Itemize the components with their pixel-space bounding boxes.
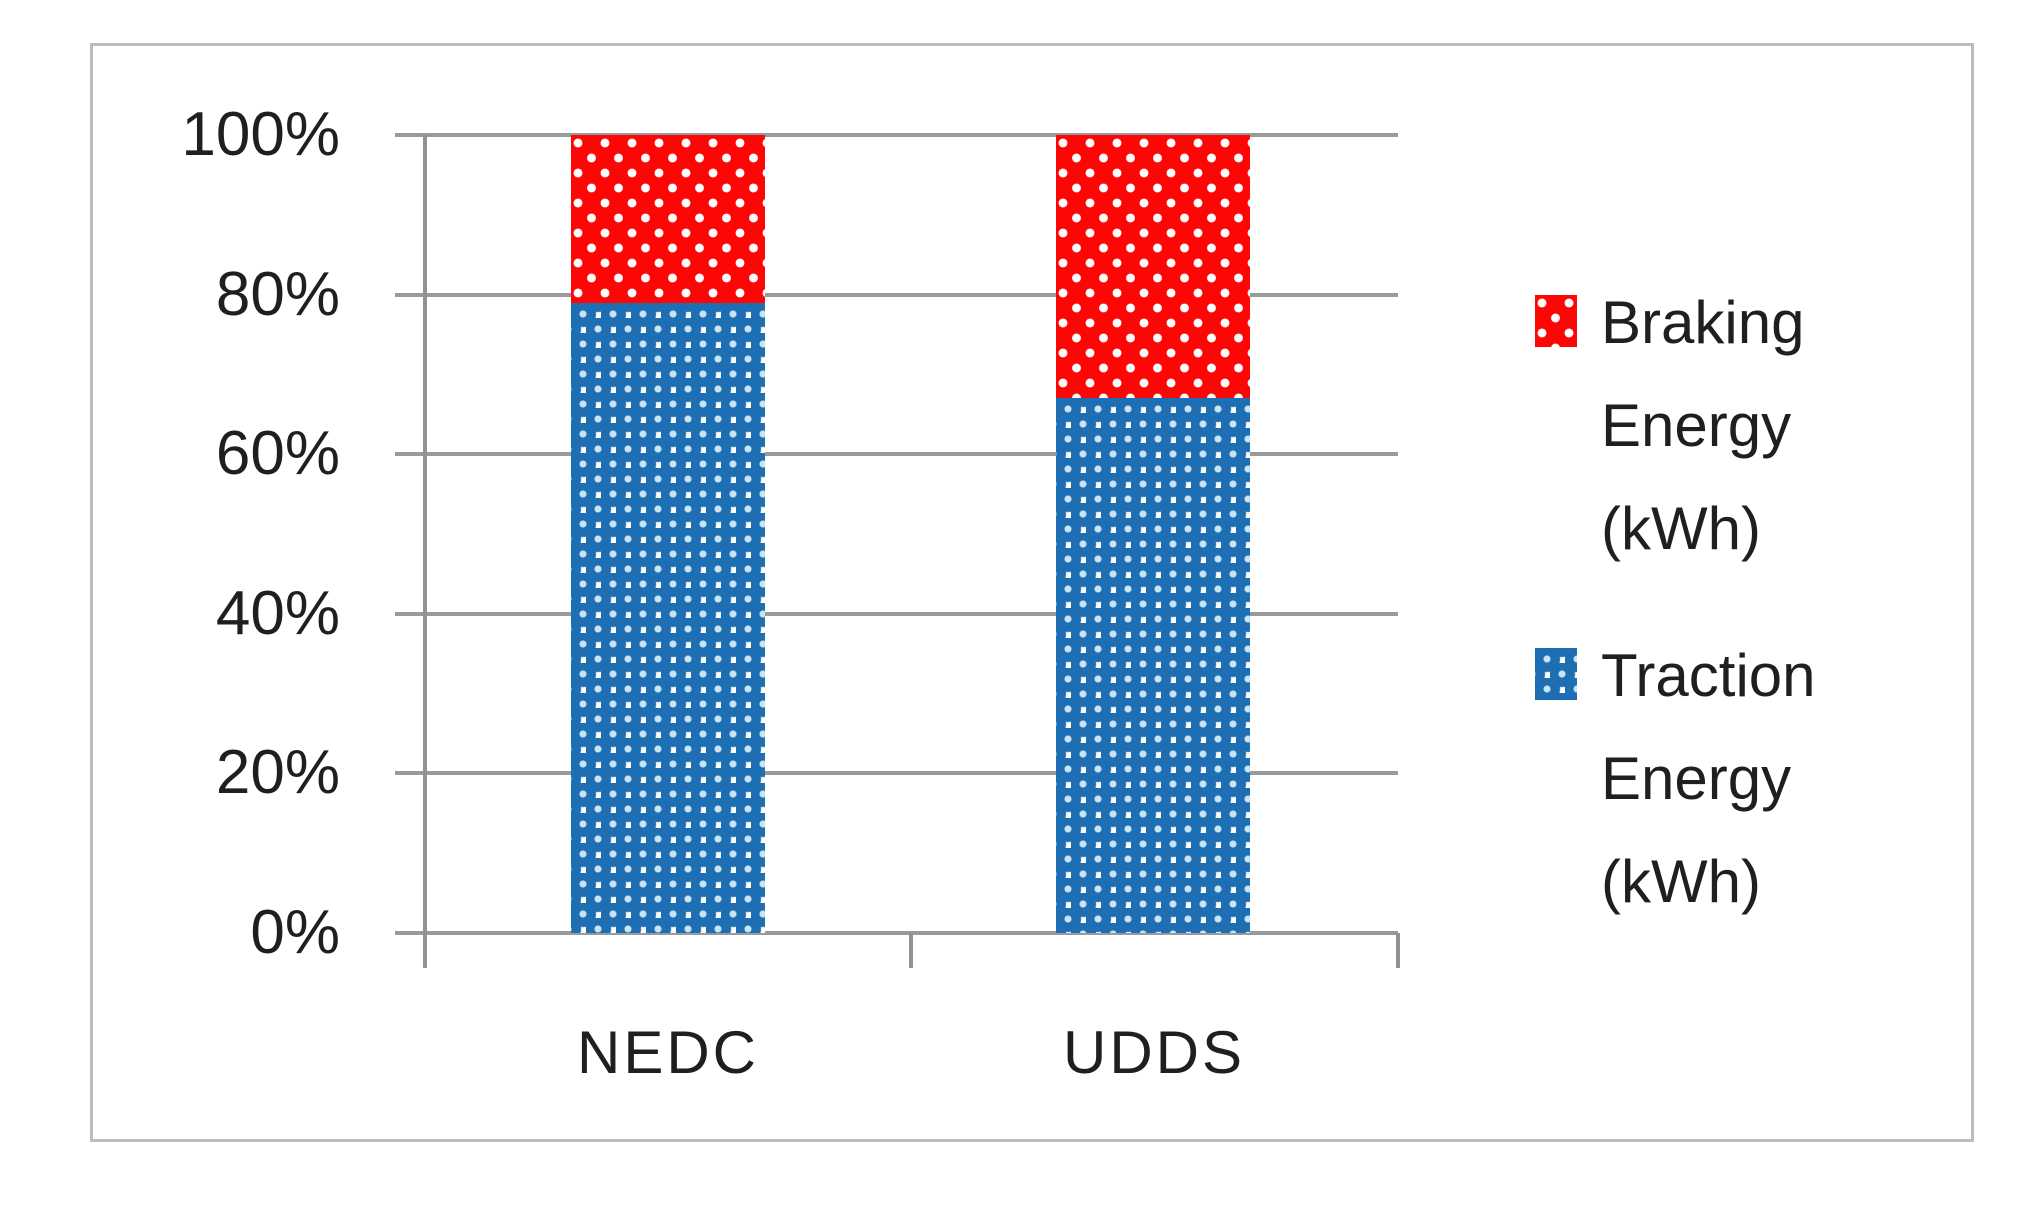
y-axis-line <box>423 135 427 968</box>
gridline <box>395 611 1398 616</box>
traction-legend-swatch <box>1535 648 1577 700</box>
gridline <box>395 452 1398 457</box>
x-axis-tick <box>1396 933 1400 968</box>
x-axis-tick <box>909 933 913 968</box>
gridline <box>395 771 1398 776</box>
y-tick-label: 0% <box>250 898 340 967</box>
y-tick-label: 20% <box>215 738 340 808</box>
y-tick-label: 60% <box>215 419 340 489</box>
bar-nedc <box>571 135 765 933</box>
legend-line: Energy <box>1601 745 1792 812</box>
y-tick-label: 40% <box>215 578 340 648</box>
chart-outer-box: NEDC UDDS Braking Energy (kWh) Traction … <box>90 43 1974 1142</box>
gridline <box>395 133 1398 137</box>
bar-segment-traction-udds <box>1056 398 1250 933</box>
bar-udds <box>1056 135 1250 933</box>
legend-line: Braking <box>1601 289 1805 356</box>
y-tick-label: 80% <box>215 259 340 329</box>
legend-line: Energy <box>1601 392 1792 459</box>
gridline <box>395 292 1398 297</box>
traction-legend-label: Traction Energy (kWh) <box>1601 624 1816 933</box>
braking-legend-label: Braking Energy (kWh) <box>1601 271 1804 580</box>
y-tick-label: 100% <box>181 100 340 169</box>
braking-legend-swatch <box>1535 295 1577 347</box>
legend-line: (kWh) <box>1601 848 1761 915</box>
x-tick-label-udds: UDDS <box>1062 1019 1245 1086</box>
legend-line: (kWh) <box>1601 495 1761 562</box>
plot-area <box>395 133 1398 935</box>
bar-segment-traction-nedc <box>571 302 765 933</box>
gridline <box>395 931 1398 935</box>
legend-entry-braking: Braking Energy (kWh) <box>1535 271 1804 580</box>
legend-entry-traction: Traction Energy (kWh) <box>1535 624 1816 933</box>
bar-segment-braking-udds <box>1056 135 1250 399</box>
legend-line: Traction <box>1601 642 1816 709</box>
bar-segment-braking-nedc <box>571 135 765 303</box>
x-tick-label-nedc: NEDC <box>576 1019 759 1086</box>
